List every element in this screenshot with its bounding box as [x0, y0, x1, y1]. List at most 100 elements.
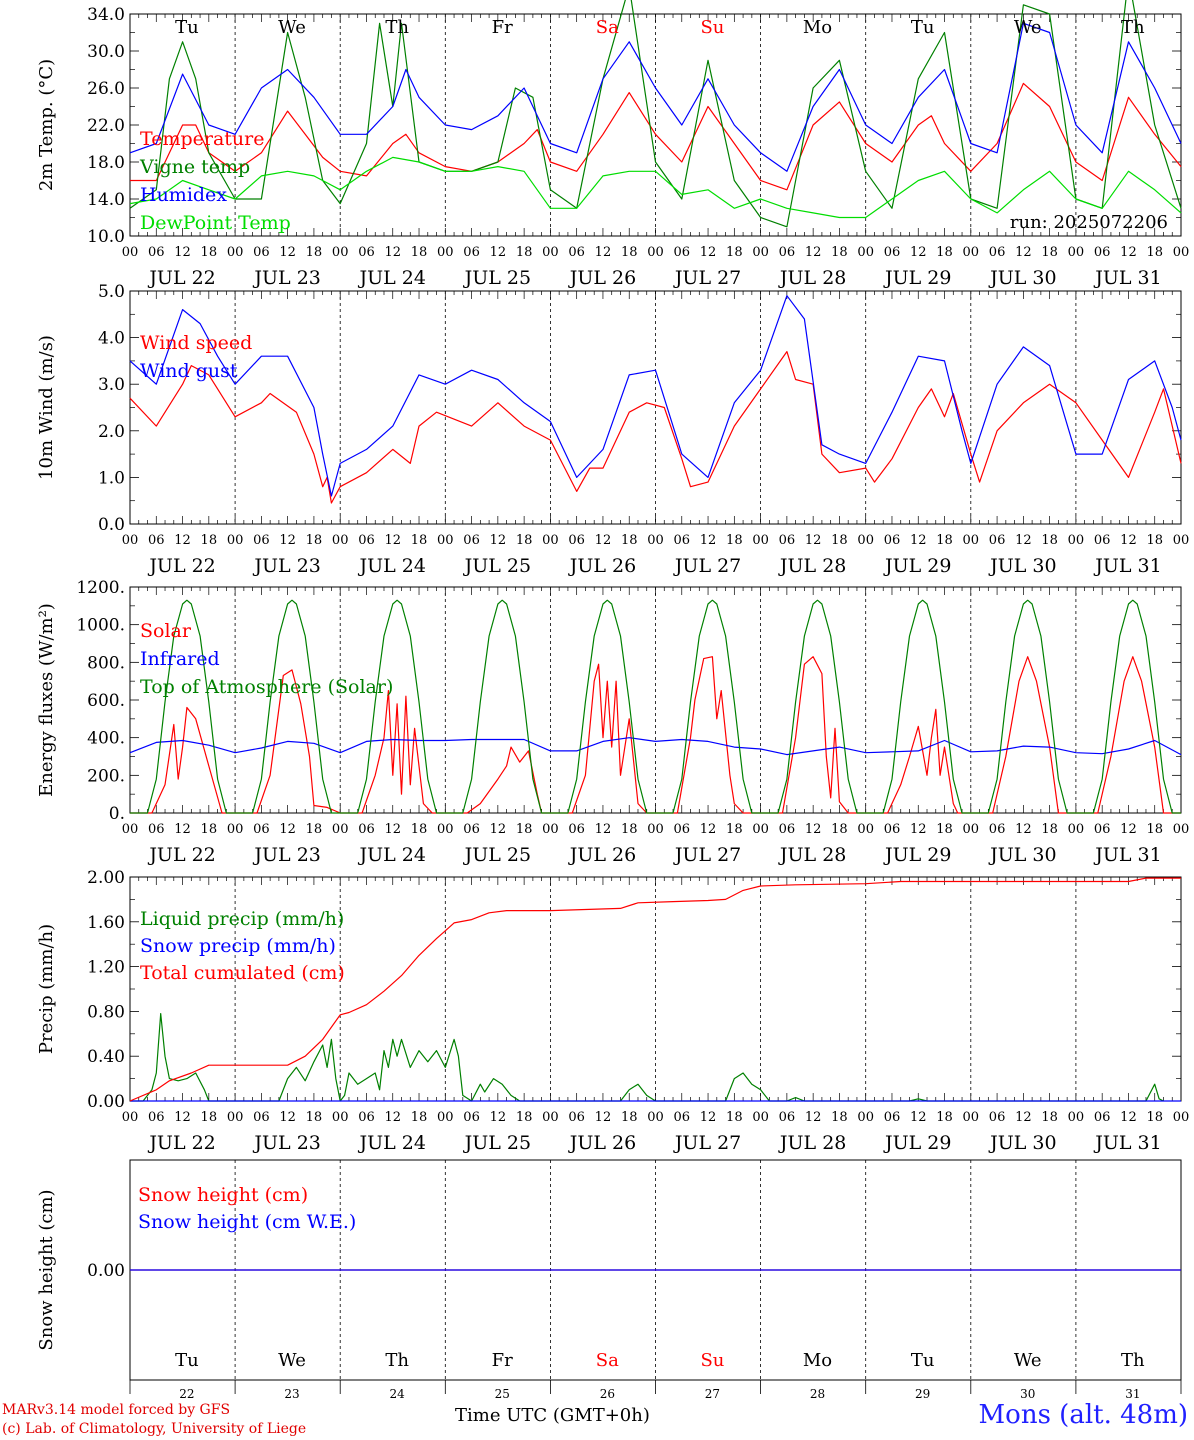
legend-entry: Total cumulated (cm) [140, 962, 345, 984]
y-tick-label: 1.0 [98, 468, 125, 488]
series-wind-gust [129, 295, 1182, 497]
y-tick-label: 0.40 [87, 1047, 125, 1067]
hour-tick-label: 18 [516, 245, 533, 260]
hour-tick-label: 00 [1173, 1110, 1190, 1125]
hour-tick-label: 18 [726, 533, 743, 548]
hour-tick-label: 00 [332, 1110, 349, 1125]
hour-tick-label: 18 [936, 533, 953, 548]
day-abbr-top: Sa [596, 17, 619, 38]
date-label: JUL 29 [883, 1132, 951, 1154]
day-abbr-top: We [278, 17, 306, 38]
day-number: 28 [810, 1387, 825, 1401]
date-label: JUL 25 [463, 267, 531, 289]
date-label: JUL 22 [147, 555, 215, 577]
legend-entry: Liquid precip (mm/h) [140, 908, 344, 930]
hour-tick-label: 06 [463, 822, 480, 837]
hour-tick-label: 12 [1015, 533, 1032, 548]
day-abbr-top: Su [700, 17, 724, 38]
date-label: JUL 26 [568, 1132, 636, 1154]
hour-tick-label: 06 [253, 1110, 270, 1125]
hour-tick-label: 06 [989, 1110, 1006, 1125]
day-abbr-bottom: Su [700, 1350, 724, 1371]
hour-tick-label: 12 [805, 1110, 822, 1125]
date-label: JUL 31 [1093, 267, 1161, 289]
hour-tick-label: 18 [1146, 822, 1163, 837]
hour-tick-label: 18 [726, 822, 743, 837]
y-tick-label: 2.0 [98, 422, 125, 442]
legend-entry: Infrared [140, 648, 220, 670]
run-label: run: 2025072206 [1010, 212, 1168, 233]
hour-tick-label: 18 [936, 245, 953, 260]
hour-tick-label: 06 [884, 1110, 901, 1125]
y-tick-label: 1.60 [87, 913, 125, 933]
hour-tick-label: 00 [332, 822, 349, 837]
y-axis-label: Snow height (cm) [36, 1189, 57, 1350]
day-abbr-bottom: We [278, 1350, 306, 1371]
hour-tick-label: 18 [831, 245, 848, 260]
hour-tick-label: 12 [174, 822, 191, 837]
hour-tick-label: 06 [884, 245, 901, 260]
date-label: JUL 30 [988, 555, 1056, 577]
hour-tick-label: 18 [621, 822, 638, 837]
station-label: Mons (alt. 48m) [978, 1400, 1188, 1430]
hour-tick-label: 12 [1120, 1110, 1137, 1125]
hour-tick-label: 00 [857, 533, 874, 548]
date-label: JUL 26 [568, 555, 636, 577]
hour-tick-label: 06 [358, 533, 375, 548]
y-tick-label: 34.0 [87, 5, 125, 25]
hour-tick-label: 06 [1094, 1110, 1111, 1125]
hour-tick-label: 00 [227, 533, 244, 548]
hour-tick-label: 00 [857, 822, 874, 837]
hour-tick-label: 06 [674, 533, 691, 548]
hour-tick-label: 12 [1120, 822, 1137, 837]
date-label: JUL 24 [358, 1132, 426, 1154]
day-abbr-bottom: Tu [911, 1350, 935, 1371]
hour-tick-label: 06 [148, 533, 165, 548]
hour-tick-label: 06 [358, 822, 375, 837]
date-label: JUL 31 [1093, 844, 1161, 866]
hour-tick-label: 00 [1068, 245, 1085, 260]
day-abbr-top: Tu [175, 17, 199, 38]
hour-tick-label: 00 [647, 822, 664, 837]
x-axis-label: Time UTC (GMT+0h) [455, 1405, 650, 1426]
y-tick-label: 0.00 [87, 1092, 125, 1112]
y-tick-label: 1200. [76, 578, 125, 598]
date-label: JUL 27 [673, 555, 741, 577]
y-tick-label: 600. [87, 691, 125, 711]
date-label: JUL 23 [252, 1132, 320, 1154]
hour-tick-label: 12 [384, 533, 401, 548]
series-infrared [129, 737, 1182, 756]
hour-tick-label: 12 [910, 1110, 927, 1125]
hour-tick-label: 12 [805, 245, 822, 260]
y-tick-label: 0. [109, 804, 125, 824]
hour-tick-label: 18 [306, 1110, 323, 1125]
series-solar [130, 656, 1181, 814]
date-label: JUL 22 [147, 844, 215, 866]
y-tick-label: 14.0 [87, 190, 125, 210]
hour-tick-label: 12 [384, 1110, 401, 1125]
hour-tick-label: 06 [1094, 822, 1111, 837]
hour-tick-label: 00 [963, 1110, 980, 1125]
hour-tick-label: 00 [1173, 822, 1190, 837]
day-abbr-top: Th [385, 17, 409, 38]
hour-tick-label: 06 [674, 1110, 691, 1125]
y-tick-label: 30.0 [87, 42, 125, 62]
date-label: JUL 28 [778, 844, 846, 866]
hour-tick-label: 18 [936, 1110, 953, 1125]
day-number: 25 [495, 1387, 510, 1401]
day-number: 30 [1020, 1387, 1035, 1401]
hour-tick-label: 18 [411, 1110, 428, 1125]
day-number: 23 [284, 1387, 299, 1401]
hour-tick-label: 00 [647, 245, 664, 260]
hour-tick-label: 06 [463, 1110, 480, 1125]
hour-tick-label: 12 [490, 245, 507, 260]
hour-tick-label: 00 [437, 245, 454, 260]
hour-tick-label: 18 [621, 533, 638, 548]
hour-tick-label: 18 [621, 245, 638, 260]
hour-tick-label: 12 [1015, 822, 1032, 837]
series-top-of-atmosphere-solar- [130, 599, 1181, 814]
hour-tick-label: 18 [831, 822, 848, 837]
y-tick-label: 10.0 [87, 227, 125, 247]
hour-tick-label: 12 [595, 1110, 612, 1125]
